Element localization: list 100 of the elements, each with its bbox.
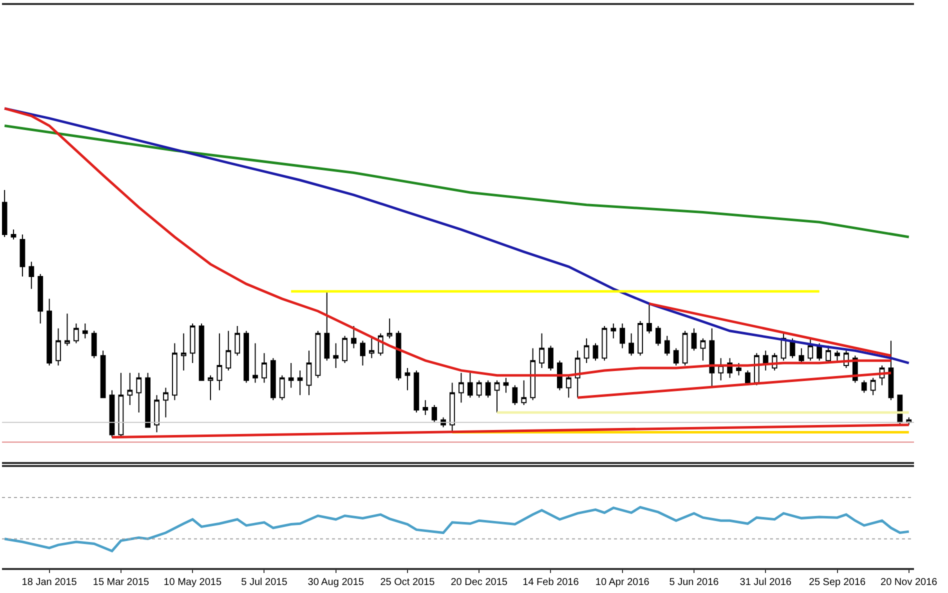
candlestick — [450, 382, 455, 433]
candlestick — [584, 338, 590, 364]
candlestick — [467, 372, 473, 398]
candlestick — [82, 322, 88, 339]
candlestick — [530, 348, 536, 401]
candlestick — [172, 342, 178, 401]
candlestick — [190, 322, 196, 364]
candlestick — [100, 350, 106, 398]
candlestick — [574, 350, 580, 398]
candlestick — [404, 367, 410, 391]
candlestick — [745, 370, 750, 386]
candlestick — [109, 390, 115, 438]
candlestick — [798, 348, 804, 364]
candlestick — [64, 313, 70, 346]
candlestick — [333, 342, 339, 368]
candlestick — [638, 320, 643, 356]
candlestick — [592, 342, 598, 362]
candlestick — [494, 380, 500, 413]
candlestick — [548, 345, 554, 371]
candlestick — [700, 338, 706, 362]
candlestick — [539, 332, 544, 368]
candlestick — [288, 362, 294, 388]
candlestick — [226, 330, 232, 371]
candlestick — [834, 350, 840, 362]
candlestick — [270, 358, 276, 401]
x-tick-label: 14 Feb 2016 — [522, 577, 580, 588]
candlestick — [870, 377, 876, 396]
candlestick — [673, 348, 679, 366]
candlestick — [476, 380, 482, 398]
candlestick — [664, 335, 670, 356]
candlestick — [736, 362, 742, 376]
candlestick — [762, 350, 768, 371]
candlestick — [709, 328, 715, 388]
candlestick — [826, 345, 831, 364]
candlestick — [180, 332, 186, 371]
candlestick — [521, 380, 527, 406]
candlestick — [512, 384, 518, 406]
candlestick — [10, 229, 16, 240]
candlestick — [422, 400, 428, 416]
candlestick — [136, 372, 142, 413]
candlestick — [610, 322, 616, 339]
x-tick-label: 20 Nov 2016 — [880, 577, 938, 588]
candlestick — [861, 380, 867, 394]
candlestick — [145, 372, 151, 428]
candlestick — [691, 328, 697, 352]
candlestick — [154, 394, 160, 433]
candlestick — [386, 318, 392, 339]
candlestick — [118, 372, 124, 438]
x-tick-label: 30 Aug 2015 — [308, 577, 364, 588]
candlestick — [646, 303, 652, 334]
candlestick — [368, 338, 374, 359]
candlestick — [566, 374, 572, 398]
candlestick — [297, 370, 303, 396]
candlestick — [234, 325, 240, 356]
candlestick — [244, 330, 249, 384]
candlestick — [556, 360, 562, 391]
candlestick — [620, 322, 626, 349]
x-tick-label: 20 Dec 2015 — [450, 577, 508, 588]
candlestick — [306, 350, 312, 396]
candlestick — [2, 190, 8, 238]
candlestick — [682, 330, 688, 366]
candlestick — [46, 298, 52, 366]
candlestick — [56, 328, 61, 366]
candlestick — [198, 322, 204, 381]
candlestick — [163, 387, 168, 418]
candlestick — [485, 380, 491, 398]
candlestick — [602, 325, 608, 362]
candlestick — [888, 340, 894, 401]
candlestick — [351, 325, 356, 349]
candlestick — [808, 338, 814, 362]
x-tick-label: 31 Jul 2016 — [740, 577, 792, 588]
candlestick — [208, 374, 214, 401]
candlestick — [432, 404, 438, 423]
candlestick — [279, 374, 285, 401]
candlestick — [20, 234, 26, 278]
candlestick — [655, 325, 661, 346]
candlestick — [28, 261, 34, 290]
candlestick — [503, 377, 509, 394]
candlestick — [252, 342, 258, 384]
candlestick — [91, 330, 97, 359]
x-tick-label: 5 Jul 2015 — [241, 577, 288, 588]
x-tick-label: 10 Apr 2016 — [595, 577, 650, 588]
candlestick — [458, 372, 464, 404]
x-tick-label: 25 Sep 2016 — [808, 577, 866, 588]
candlestick — [414, 370, 420, 413]
candlestick — [628, 332, 634, 356]
candlestick — [315, 330, 321, 378]
candlestick — [262, 352, 267, 384]
candlestick — [324, 290, 330, 362]
x-tick-label: 5 Jun 2016 — [669, 577, 720, 588]
candlestick — [216, 332, 222, 391]
candlestick — [127, 372, 133, 406]
x-tick-label: 25 Oct 2015 — [380, 577, 436, 588]
x-tick-label: 10 May 2015 — [164, 577, 222, 588]
candlestick — [38, 274, 44, 324]
candlestick — [342, 335, 348, 364]
x-tick-label: 18 Jan 2015 — [22, 577, 78, 588]
x-tick-label: 15 Mar 2015 — [92, 577, 150, 588]
candlestick — [360, 340, 366, 366]
candlestick — [73, 322, 79, 344]
